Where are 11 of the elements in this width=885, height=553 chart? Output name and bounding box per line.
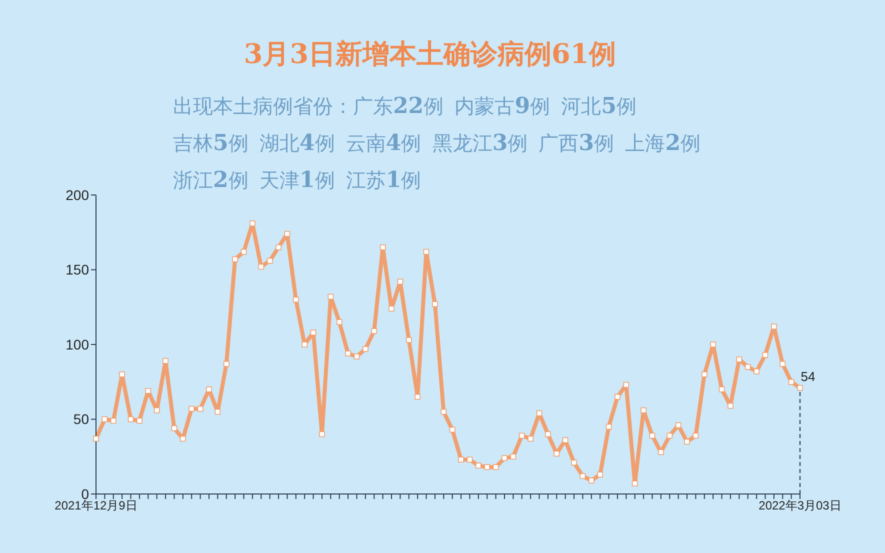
y-tick-label: 50: [73, 411, 90, 428]
chart-subtitle: 出现本土病例省份：广东22例 内蒙古9例 河北5例: [173, 93, 636, 119]
y-tick-label: 150: [66, 262, 90, 278]
y-tick-label: 200: [66, 186, 90, 203]
x-tick-label: 2022年3月03日: [758, 498, 842, 513]
y-tick-label: 100: [66, 336, 90, 352]
text: 吉林5例 湖北4例 云南4例 黑龙江3例 广西3例 上海2例: [173, 130, 700, 156]
x-tick-label: 2021年12月9日: [54, 498, 138, 513]
chart-title: 3月3日新增本土确诊病例61例: [242, 38, 618, 72]
annotation: 54: [800, 368, 816, 384]
text: 浙江2例 天津1例 江苏1例: [173, 167, 422, 193]
